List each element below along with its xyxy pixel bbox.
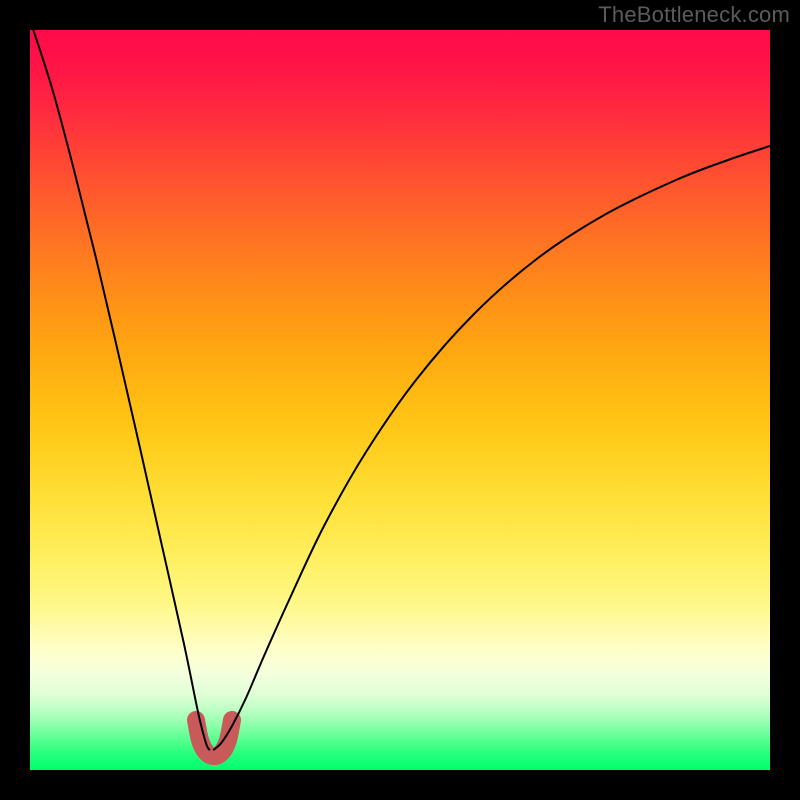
bottleneck-chart	[0, 0, 800, 800]
chart-frame: TheBottleneck.com	[0, 0, 800, 800]
watermark-text: TheBottleneck.com	[598, 2, 790, 28]
